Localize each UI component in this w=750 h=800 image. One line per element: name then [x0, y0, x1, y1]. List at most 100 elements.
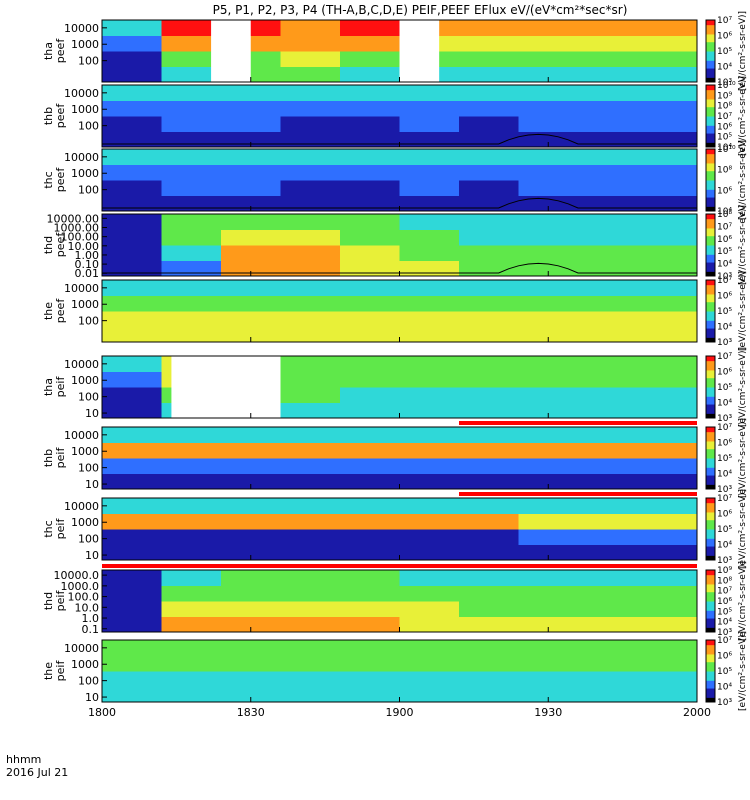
y-tick-label: 1000.00	[54, 222, 100, 235]
colorbar-segment	[706, 431, 715, 434]
colorbar-segment	[706, 692, 715, 695]
heatmap-cell	[578, 180, 638, 196]
heatmap-cell	[518, 131, 579, 148]
heatmap-cell	[102, 51, 162, 67]
heatmap-cell	[340, 371, 400, 388]
colorbar-segment	[706, 283, 715, 286]
colorbar-tick-label: 10⁶	[717, 652, 732, 662]
heatmap-cell	[578, 498, 638, 514]
heatmap-cell	[340, 326, 400, 343]
x-tick-label: 1930	[534, 706, 562, 719]
heatmap-cell	[221, 116, 281, 132]
heatmap-cell	[280, 311, 341, 327]
colorbar-segment	[706, 321, 715, 324]
heatmap-cell	[518, 66, 579, 83]
colorbar-segment	[706, 669, 715, 672]
heatmap-cell	[578, 473, 638, 490]
heatmap-cell	[340, 640, 400, 656]
heatmap-cell	[459, 326, 519, 343]
heatmap-cell	[578, 35, 638, 52]
colorbar-segment	[706, 437, 715, 440]
heatmap-cell	[518, 326, 579, 343]
colorbar-frame	[705, 355, 716, 419]
ylabel-line: thd	[42, 592, 55, 610]
heatmap-cell	[399, 655, 460, 672]
heatmap-cell	[340, 260, 400, 277]
colorbar-segment	[706, 621, 715, 624]
heatmap-cell	[280, 356, 341, 372]
panel-10: 10 100 1000 10000 thepeif 10³ 10⁴ 10⁵ 10⁶ 10⁷ [eV/…	[42, 631, 748, 711]
colorbar-segment	[706, 268, 715, 271]
colorbar-segment	[706, 481, 715, 484]
heatmap-cell	[161, 601, 222, 617]
heatmap-cell	[221, 616, 281, 633]
colorbar-segment	[706, 677, 715, 680]
heatmap-cell	[637, 116, 698, 132]
heatmap-cell	[637, 100, 698, 117]
colorbar-segment	[706, 37, 715, 40]
colorbar-segment	[706, 625, 715, 628]
colorbar-segment	[706, 427, 715, 430]
heatmap-cell	[399, 513, 460, 530]
y-tick-label: 100	[78, 315, 99, 328]
colorbar-segment	[706, 72, 715, 75]
heatmap-cell	[399, 427, 460, 443]
heatmap-cell	[518, 442, 579, 459]
heatmap-cell	[221, 513, 281, 530]
colorbar-segment	[706, 207, 715, 210]
heatmap-cell	[280, 195, 341, 212]
heatmap-cell	[102, 616, 162, 633]
heatmap-cell	[459, 66, 519, 83]
heatmap-cell	[221, 570, 281, 586]
colorbar-segment	[706, 611, 715, 614]
colorbar-segment	[706, 23, 715, 26]
heatmap-cell	[161, 180, 222, 196]
colorbar-segment	[706, 284, 715, 287]
heatmap-cell	[459, 229, 519, 246]
colorbar-segment	[706, 292, 715, 295]
colorbar-segment	[706, 368, 715, 371]
colorbar-segment	[706, 51, 715, 54]
heatmap-cell	[102, 498, 162, 514]
colorbar-segment	[706, 152, 715, 155]
heatmap-cell	[637, 671, 698, 687]
ylabel-line: thc	[42, 171, 55, 188]
colorbar-segment	[706, 515, 715, 518]
heatmap-cell	[399, 544, 460, 561]
heatmap-cell	[459, 116, 519, 132]
colorbar-tick-label: 10³	[717, 78, 732, 88]
heatmap-cell	[280, 116, 341, 132]
heatmap-cell	[399, 131, 460, 148]
colorbar-segment	[706, 61, 715, 64]
colorbar-segment	[706, 109, 715, 112]
heatmap-cell	[578, 655, 638, 672]
quality-flag-bar	[459, 421, 697, 425]
colorbar-segment	[706, 622, 715, 625]
heatmap-cell	[578, 100, 638, 117]
colorbar-tick-label: 10⁵	[717, 454, 732, 464]
heatmap-cell	[399, 686, 460, 703]
heatmap-cell	[518, 402, 579, 419]
colorbar-label: [eV/(cm²-s-sr-eV)]	[738, 76, 748, 156]
colorbar-tick-label: 10¹⁰	[717, 145, 736, 155]
colorbar-segment	[706, 538, 715, 541]
heatmap-cell	[221, 149, 281, 165]
heatmap-cell	[459, 245, 519, 261]
colorbar-segment	[706, 334, 715, 337]
heatmap-cell	[280, 498, 341, 514]
heatmap-cell	[578, 356, 638, 372]
colorbar-segment	[706, 214, 715, 217]
colorbar-tick-label: 10⁴	[717, 207, 732, 217]
colorbar-tick-label: 10⁸	[717, 210, 732, 220]
colorbar-segment	[706, 643, 715, 646]
heatmap-cell	[340, 311, 400, 327]
colorbar-segment	[706, 314, 715, 317]
heatmap-cell	[399, 570, 460, 586]
heatmap-cell	[221, 245, 281, 261]
colorbar-tick-label: 10⁶	[717, 235, 732, 245]
heatmap-cell	[459, 458, 519, 474]
panel-ylabel: thbpeef	[42, 103, 67, 129]
colorbar-tick-label: 10⁷	[717, 494, 732, 504]
colorbar-segment	[706, 197, 715, 200]
colorbar-segment	[706, 535, 715, 538]
